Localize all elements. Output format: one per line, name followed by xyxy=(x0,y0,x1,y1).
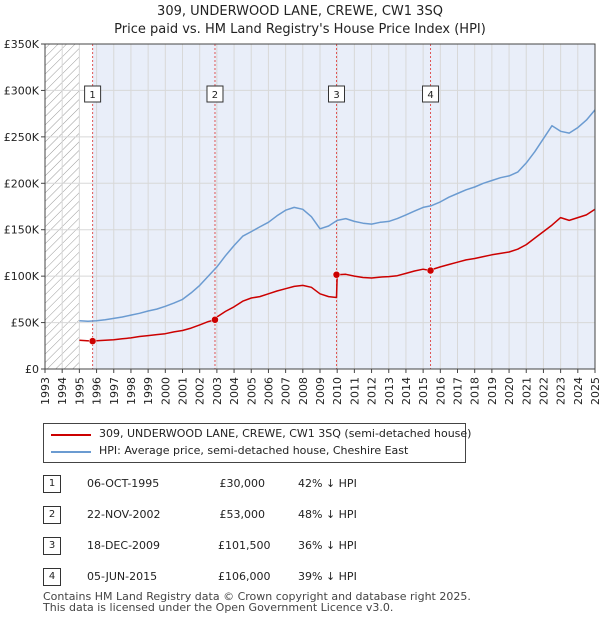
y-tick-label: £0 xyxy=(25,363,39,376)
y-tick-label: £200K xyxy=(4,177,40,190)
x-tick-label: 1999 xyxy=(142,377,155,405)
sale-price: £30,000 xyxy=(219,477,266,490)
x-tick-label: 2010 xyxy=(331,377,344,405)
sale-marker-label-box xyxy=(328,85,345,103)
sale-row: 3 18-DEC-2009 £101,500 36% ↓ HPI xyxy=(43,535,463,557)
x-tick-label: 2023 xyxy=(555,377,568,405)
x-tick-label: 2007 xyxy=(280,377,293,405)
y-tick-label: £150K xyxy=(4,224,40,237)
sale-point xyxy=(211,316,219,324)
sale-row: 2 22-NOV-2002 £53,000 48% ↓ HPI xyxy=(43,504,463,526)
x-tick-label: 1993 xyxy=(39,377,52,405)
sale-marker-label-box xyxy=(422,85,440,103)
legend-property-swatch xyxy=(51,434,91,436)
sale-badge: 1 xyxy=(43,475,61,493)
sale-marker-label: 2 xyxy=(212,90,218,101)
hpi-line xyxy=(79,109,596,322)
sale-badge: 3 xyxy=(43,537,61,555)
x-tick-label: 2006 xyxy=(262,377,275,405)
footer-copyright: Contains HM Land Registry data © Crown c… xyxy=(43,590,471,603)
x-tick-label: 2017 xyxy=(452,377,465,405)
x-tick-label: 2011 xyxy=(348,377,361,405)
x-tick-label: 2021 xyxy=(520,377,533,405)
x-tick-label: 2016 xyxy=(434,377,447,405)
x-tick-label: 1996 xyxy=(91,377,104,405)
x-tick-label: 1998 xyxy=(125,377,138,405)
x-tick-label: 2004 xyxy=(228,377,241,405)
footer-licence: This data is licensed under the Open Gov… xyxy=(43,601,394,614)
y-tick-label: £250K xyxy=(4,131,40,144)
sale-marker-label-box xyxy=(84,85,102,103)
x-tick-label: 2018 xyxy=(469,377,482,405)
y-tick-label: £50K xyxy=(11,317,40,330)
chart-subtitle: Price paid vs. HM Land Registry's House … xyxy=(114,22,486,37)
sale-marker-label: 1 xyxy=(89,90,95,101)
sale-price: £106,000 xyxy=(218,570,271,583)
x-tick-label: 2024 xyxy=(572,377,585,405)
x-tick-label: 2013 xyxy=(383,377,396,405)
x-tick-label: 2009 xyxy=(314,377,327,405)
x-tick-label: 2001 xyxy=(177,377,190,405)
x-tick-label: 2014 xyxy=(400,377,413,405)
x-tick-label: 1997 xyxy=(108,377,121,405)
y-tick-label: £350K xyxy=(4,38,40,51)
x-tick-label: 1995 xyxy=(73,377,86,405)
sale-marker-label: 4 xyxy=(427,90,433,101)
sale-hpi-diff: 48% ↓ HPI xyxy=(298,508,357,521)
property-price-line xyxy=(79,208,596,342)
sale-price: £53,000 xyxy=(219,508,266,521)
x-tick-label: 2015 xyxy=(417,377,430,405)
x-tick-label: 1994 xyxy=(56,377,69,405)
sale-badge: 2 xyxy=(43,506,61,524)
sale-hpi-diff: 39% ↓ HPI xyxy=(298,570,357,583)
sale-point xyxy=(332,271,341,279)
x-tick-label: 2022 xyxy=(537,377,550,405)
sale-row: 4 05-JUN-2015 £106,000 39% ↓ HPI xyxy=(43,566,463,588)
sale-badge: 4 xyxy=(43,568,61,586)
x-tick-label: 2019 xyxy=(486,377,499,405)
x-tick-label: 2008 xyxy=(297,377,310,405)
sale-point xyxy=(426,266,435,275)
x-tick-label: 2012 xyxy=(366,377,379,405)
sale-hpi-diff: 42% ↓ HPI xyxy=(298,477,357,490)
y-tick-label: £300K xyxy=(4,84,40,97)
sale-row: 1 06-OCT-1995 £30,000 42% ↓ HPI xyxy=(43,473,463,495)
x-tick-label: 2000 xyxy=(159,377,172,405)
legend: 309, UNDERWOOD LANE, CREWE, CW1 3SQ (sem… xyxy=(43,423,471,463)
price-chart: 1 2 3 4 £0 £50K £100K £150K £200K £250K £300K £350… xyxy=(4,38,600,405)
sale-marker-label-box xyxy=(206,85,224,103)
y-tick-label: £100K xyxy=(4,270,40,283)
sale-marker-label: 3 xyxy=(333,90,339,101)
sale-point xyxy=(88,337,97,345)
legend-property-label: 309, UNDERWOOD LANE, CREWE, CW1 3SQ (sem… xyxy=(99,427,472,440)
x-tick-label: 2025 xyxy=(589,377,600,405)
x-tick-label: 2002 xyxy=(194,377,207,405)
sale-price: £101,500 xyxy=(218,539,271,552)
legend-hpi-label: HPI: Average price, semi-detached house,… xyxy=(99,444,409,457)
chart-title: 309, UNDERWOOD LANE, CREWE, CW1 3SQ xyxy=(157,4,443,19)
sale-date: 06-OCT-1995 xyxy=(87,477,160,490)
x-tick-label: 2020 xyxy=(503,377,516,405)
x-tick-label: 2003 xyxy=(211,377,224,405)
sale-date: 22-NOV-2002 xyxy=(87,508,161,521)
sale-date: 05-JUN-2015 xyxy=(87,570,158,583)
sale-hpi-diff: 36% ↓ HPI xyxy=(298,539,357,552)
x-tick-label: 2005 xyxy=(245,377,258,405)
legend-hpi-swatch xyxy=(51,451,91,453)
sale-date: 18-DEC-2009 xyxy=(87,539,161,552)
